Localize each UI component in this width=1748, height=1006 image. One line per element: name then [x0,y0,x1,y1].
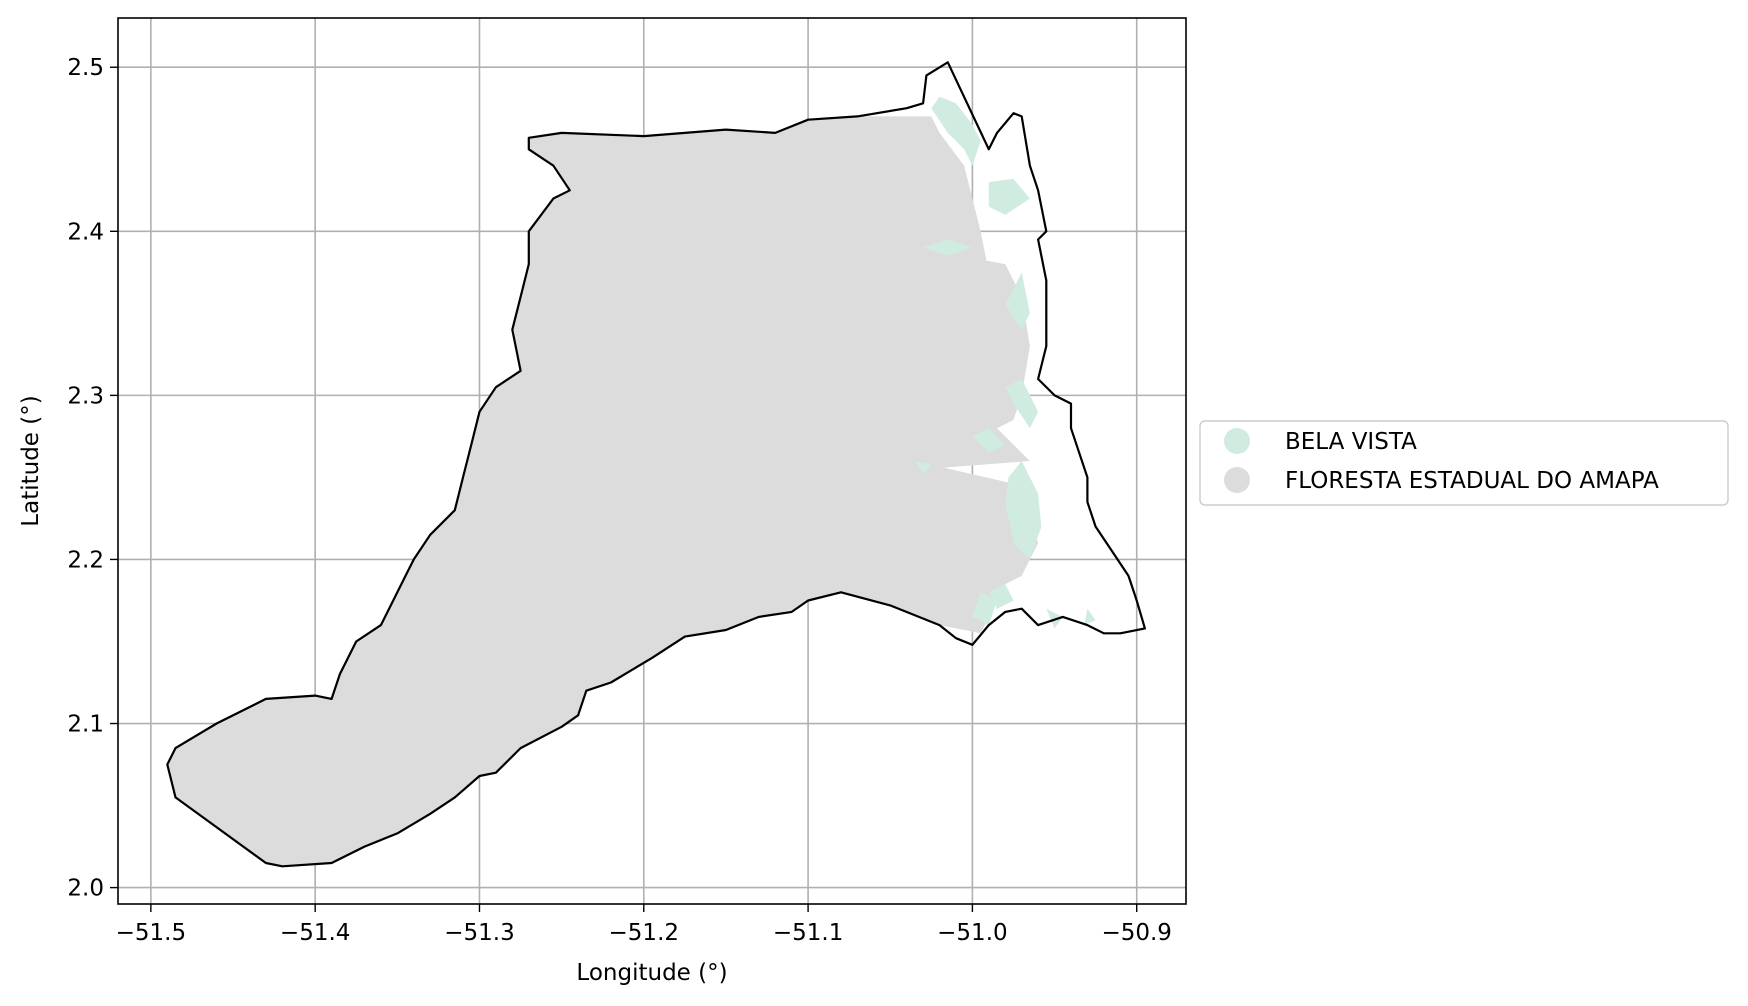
map-polygons [167,96,1096,867]
y-tick-label: 2.2 [67,547,104,573]
polygon-bela-vista [988,178,1030,215]
legend: BELA VISTA FLORESTA ESTADUAL DO AMAPA [1199,420,1729,506]
x-tick-label: −51.2 [609,920,679,946]
polygon-bela-vista [972,428,1006,453]
legend-label-floresta-estadual: FLORESTA ESTADUAL DO AMAPA [1285,468,1659,494]
y-axis-ticks: 2.0 2.1 2.2 2.3 2.4 2.5 [67,55,118,902]
x-tick-label: −51.1 [773,920,843,946]
legend-box [1199,420,1729,506]
legend-swatch-floresta-estadual [1224,467,1250,493]
polygon-bela-vista [972,592,997,626]
boundary-outline [166,61,1146,868]
y-axis-label: Latitude (°) [18,395,44,526]
polygon-bela-vista [923,239,973,256]
polygon-bela-vista [1005,461,1042,560]
legend-swatch-bela-vista [1224,428,1250,454]
x-tick-label: −51.3 [444,920,514,946]
x-tick-label: −50.9 [1101,920,1171,946]
y-tick-label: 2.3 [67,383,104,409]
y-tick-label: 2.5 [67,55,104,81]
polygon-bela-vista [1005,272,1030,330]
x-axis-ticks: −51.5 −51.4 −51.3 −51.2 −51.1 −51.0 −50.9 [116,904,1172,946]
y-tick-label: 2.1 [67,712,104,738]
x-tick-label: −51.5 [116,920,186,946]
y-tick-label: 2.4 [67,219,104,245]
x-axis-label: Longitude (°) [576,960,727,986]
plot-frame [117,17,1187,905]
x-tick-label: −51.0 [937,920,1007,946]
legend-label-bela-vista: BELA VISTA [1285,429,1417,455]
polygon-bela-vista [1084,608,1096,626]
polygon-bela-vista [931,96,981,166]
y-tick-label: 2.0 [67,876,104,902]
polygon-bela-vista [914,461,932,475]
x-tick-label: −51.4 [280,920,350,946]
study-area-boundary [166,61,1146,868]
polygon-bela-vista [1005,379,1039,429]
polygon-floresta-estadual [167,116,1039,867]
